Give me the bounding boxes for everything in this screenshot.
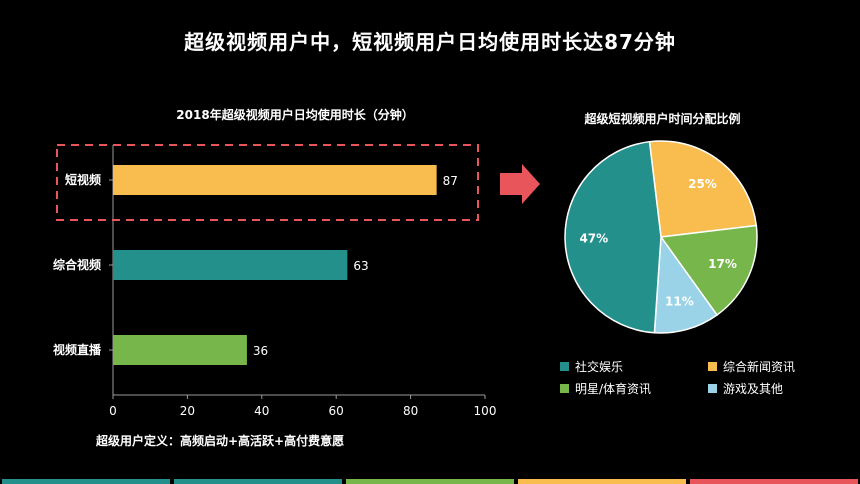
footer-strip-segment xyxy=(174,479,342,484)
footer-strip-segment xyxy=(690,479,858,484)
bar-chart-title: 2018年超级视频用户日均使用时长（分钟） xyxy=(176,108,414,122)
legend-item: 明星/体育资讯 xyxy=(560,380,651,397)
legend-item: 综合新闻资讯 xyxy=(708,358,795,375)
bar-value-label: 36 xyxy=(253,344,268,358)
x-tick-label: 20 xyxy=(180,404,195,418)
x-tick-label: 40 xyxy=(254,404,269,418)
pie-value-label: 11% xyxy=(665,295,694,309)
legend-label: 综合新闻资讯 xyxy=(723,360,796,374)
legend-label: 游戏及其他 xyxy=(723,382,784,396)
x-tick-label: 100 xyxy=(474,404,497,418)
highlight-dashed-box xyxy=(56,144,479,221)
pie-slice-0 xyxy=(564,140,662,334)
pie-value-label: 17% xyxy=(708,257,737,271)
category-label: 短视频 xyxy=(65,172,101,187)
legend-swatch xyxy=(560,362,569,371)
legend-swatch xyxy=(708,362,717,371)
bar-0 xyxy=(113,165,437,195)
footer-strip-segment xyxy=(518,479,686,484)
page-title: 超级视频用户中，短视频用户日均使用时长达87分钟 xyxy=(184,30,676,54)
bar-2 xyxy=(113,335,247,365)
category-label: 综合视频 xyxy=(53,257,101,272)
definition-note: 超级用户定义：高频启动+高活跃+高付费意愿 xyxy=(96,434,345,448)
legend-swatch xyxy=(708,384,717,393)
x-tick-label: 0 xyxy=(109,404,117,418)
pie-value-label: 25% xyxy=(688,177,717,191)
footer-strip-segment xyxy=(346,479,514,484)
pie-slice-1 xyxy=(648,140,758,238)
legend-swatch xyxy=(560,384,569,393)
x-tick-label: 60 xyxy=(329,404,344,418)
legend-label: 社交娱乐 xyxy=(575,360,624,374)
bar-value-label: 87 xyxy=(443,174,458,188)
pie-slice-3 xyxy=(653,234,719,334)
bar-value-label: 63 xyxy=(353,259,368,273)
footer-strip-segment xyxy=(2,479,170,484)
category-label: 视频直播 xyxy=(53,342,102,357)
arrow-right-icon xyxy=(500,164,540,204)
legend-item: 社交娱乐 xyxy=(560,358,623,375)
bar-1 xyxy=(113,250,348,280)
legend-item: 游戏及其他 xyxy=(708,380,783,397)
pie-value-label: 47% xyxy=(579,232,608,246)
pie-chart-title: 超级短视频用户时间分配比例 xyxy=(584,112,741,126)
x-tick-label: 80 xyxy=(403,404,418,418)
pie-slice-2 xyxy=(659,224,758,317)
legend-label: 明星/体育资讯 xyxy=(575,382,652,396)
